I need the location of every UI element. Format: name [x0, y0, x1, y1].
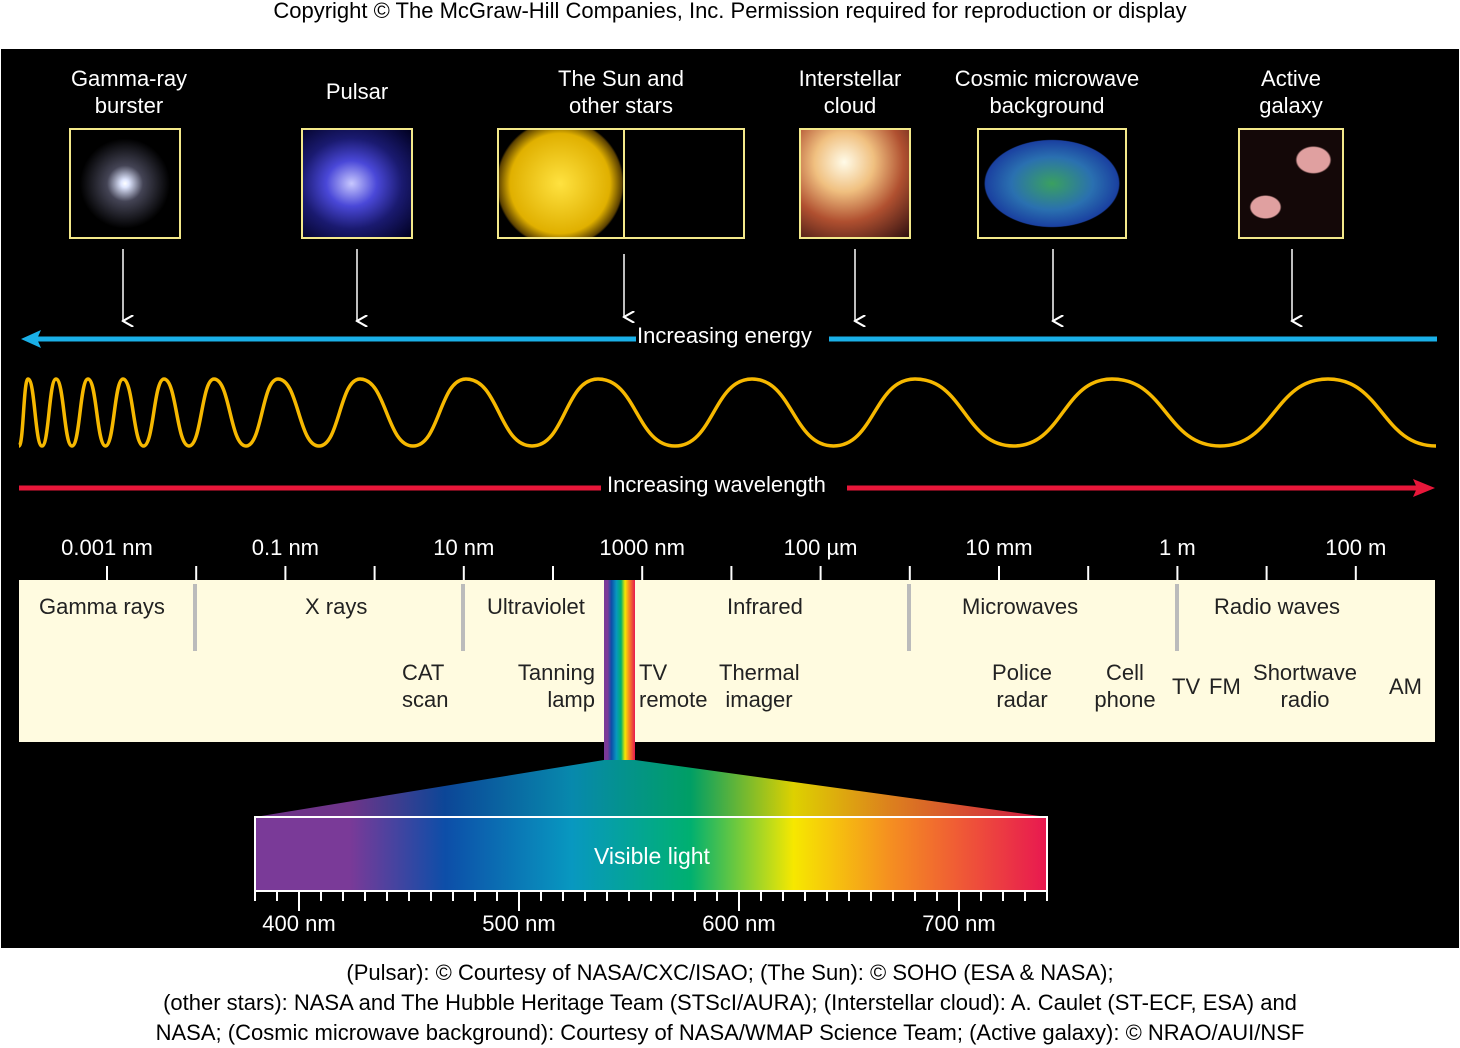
scale-label: 10 nm	[433, 535, 495, 560]
band-radio-waves: Radio waves	[1214, 594, 1340, 619]
label-line: Interstellar	[798, 66, 902, 91]
wave-line	[17, 377, 1437, 448]
gamma-burster-image	[69, 128, 181, 239]
visible-light-label: Visible light	[594, 843, 710, 869]
wavelength-label: Increasing wavelength	[607, 472, 826, 497]
label-line: Active	[1261, 66, 1321, 91]
band-microwaves: Microwaves	[962, 594, 1079, 619]
label-line: lamp	[547, 687, 595, 712]
wavelength-arrow-head	[1413, 479, 1435, 497]
app-am: AM	[1389, 674, 1422, 699]
app-tanning-lamp: Tanning lamp	[501, 659, 595, 713]
band-x-rays: X rays	[305, 594, 368, 619]
label-line: other stars	[569, 93, 673, 118]
spectrum-diagram: Gamma-ray burster Pulsar The Sun and other…	[1, 49, 1459, 948]
app-thermal-imager: Thermal imager	[719, 659, 800, 713]
label-line: Police	[992, 660, 1052, 685]
app-tv-remote: TV remote	[639, 659, 707, 713]
label-line: burster	[94, 93, 164, 118]
interstellar-cloud-image	[799, 128, 911, 239]
band-gamma-rays: Gamma rays	[39, 594, 165, 619]
active-galaxy-image	[1238, 128, 1344, 239]
app-shortwave-radio: Shortwave radio	[1251, 659, 1359, 713]
visible-slice	[604, 580, 635, 760]
label-line: Gamma-ray	[70, 66, 188, 91]
source-label-sun: The Sun and other stars	[511, 65, 731, 119]
cmb-image	[977, 128, 1127, 239]
source-label-gamma-burster: Gamma-ray burster	[19, 65, 239, 119]
label-line: phone	[1094, 687, 1156, 712]
band-infrared: Infrared	[727, 594, 803, 619]
label-line: radio	[1280, 687, 1330, 712]
app-tv: TV	[1172, 674, 1201, 699]
label-line: scan	[402, 687, 449, 712]
visible-tick-label: 500 nm	[482, 911, 556, 936]
source-label-interstellar-cloud: Interstellar cloud	[740, 65, 960, 119]
app-cat-scan: CAT scan	[402, 659, 448, 713]
band-ultraviolet: Ultraviolet	[487, 594, 585, 619]
scale-label: 1 m	[1159, 535, 1196, 560]
scale-label: 10 mm	[965, 535, 1033, 560]
label-line: The Sun and	[558, 66, 684, 91]
source-label-cmb: Cosmic microwave background	[937, 65, 1157, 119]
credit-line: (Pulsar): © Courtesy of NASA/CXC/ISAO; (…	[346, 960, 1114, 985]
scale-label: 0.001 nm	[61, 535, 153, 560]
label-line: Thermal	[719, 660, 800, 685]
app-fm: FM	[1209, 674, 1241, 699]
label-line: Cosmic microwave	[954, 66, 1140, 91]
pulsar-image	[301, 128, 413, 239]
label-line: TV	[639, 660, 668, 685]
app-cell-phone: Cell phone	[1091, 659, 1159, 713]
label-line: remote	[639, 687, 708, 712]
label-line: Cell	[1106, 660, 1144, 685]
image-credits: (Pulsar): © Courtesy of NASA/CXC/ISAO; (…	[0, 958, 1460, 1048]
copyright-notice: Copyright © The McGraw-Hill Companies, I…	[273, 0, 1187, 23]
label-line: Shortwave	[1253, 660, 1357, 685]
visible-tick-label: 600 nm	[702, 911, 776, 936]
credit-line: (other stars): NASA and The Hubble Herit…	[163, 990, 1297, 1015]
label-line: Tanning	[517, 660, 595, 685]
energy-arrow-head	[21, 330, 41, 348]
band-box	[19, 580, 1435, 742]
label-line: Pulsar	[325, 79, 389, 104]
label-line: galaxy	[1259, 93, 1323, 118]
scale-label: 0.1 nm	[251, 535, 320, 560]
label-line: background	[989, 93, 1105, 118]
source-label-active-galaxy: Active galaxy	[1181, 65, 1401, 119]
source-label-pulsar: Pulsar	[247, 78, 467, 105]
credit-line: NASA; (Cosmic microwave background): Cou…	[155, 1020, 1305, 1045]
label-line: imager	[725, 687, 793, 712]
scale-label: 1000 nm	[599, 535, 685, 560]
app-police-radar: Police radar	[987, 659, 1057, 713]
visible-fan	[255, 580, 1047, 817]
visible-tick-label: 700 nm	[922, 911, 996, 936]
label-line: cloud	[823, 93, 877, 118]
visible-light-bar	[254, 816, 1048, 892]
sun-and-stars-image	[497, 128, 745, 239]
scale-label: 100 m	[1325, 535, 1387, 560]
energy-label: Increasing energy	[637, 323, 812, 348]
visible-tick-label: 400 nm	[262, 911, 336, 936]
scale-label: 100 µm	[783, 535, 858, 560]
label-line: radar	[996, 687, 1048, 712]
diagram-graphics	[17, 249, 1437, 911]
label-line: CAT	[402, 660, 445, 685]
